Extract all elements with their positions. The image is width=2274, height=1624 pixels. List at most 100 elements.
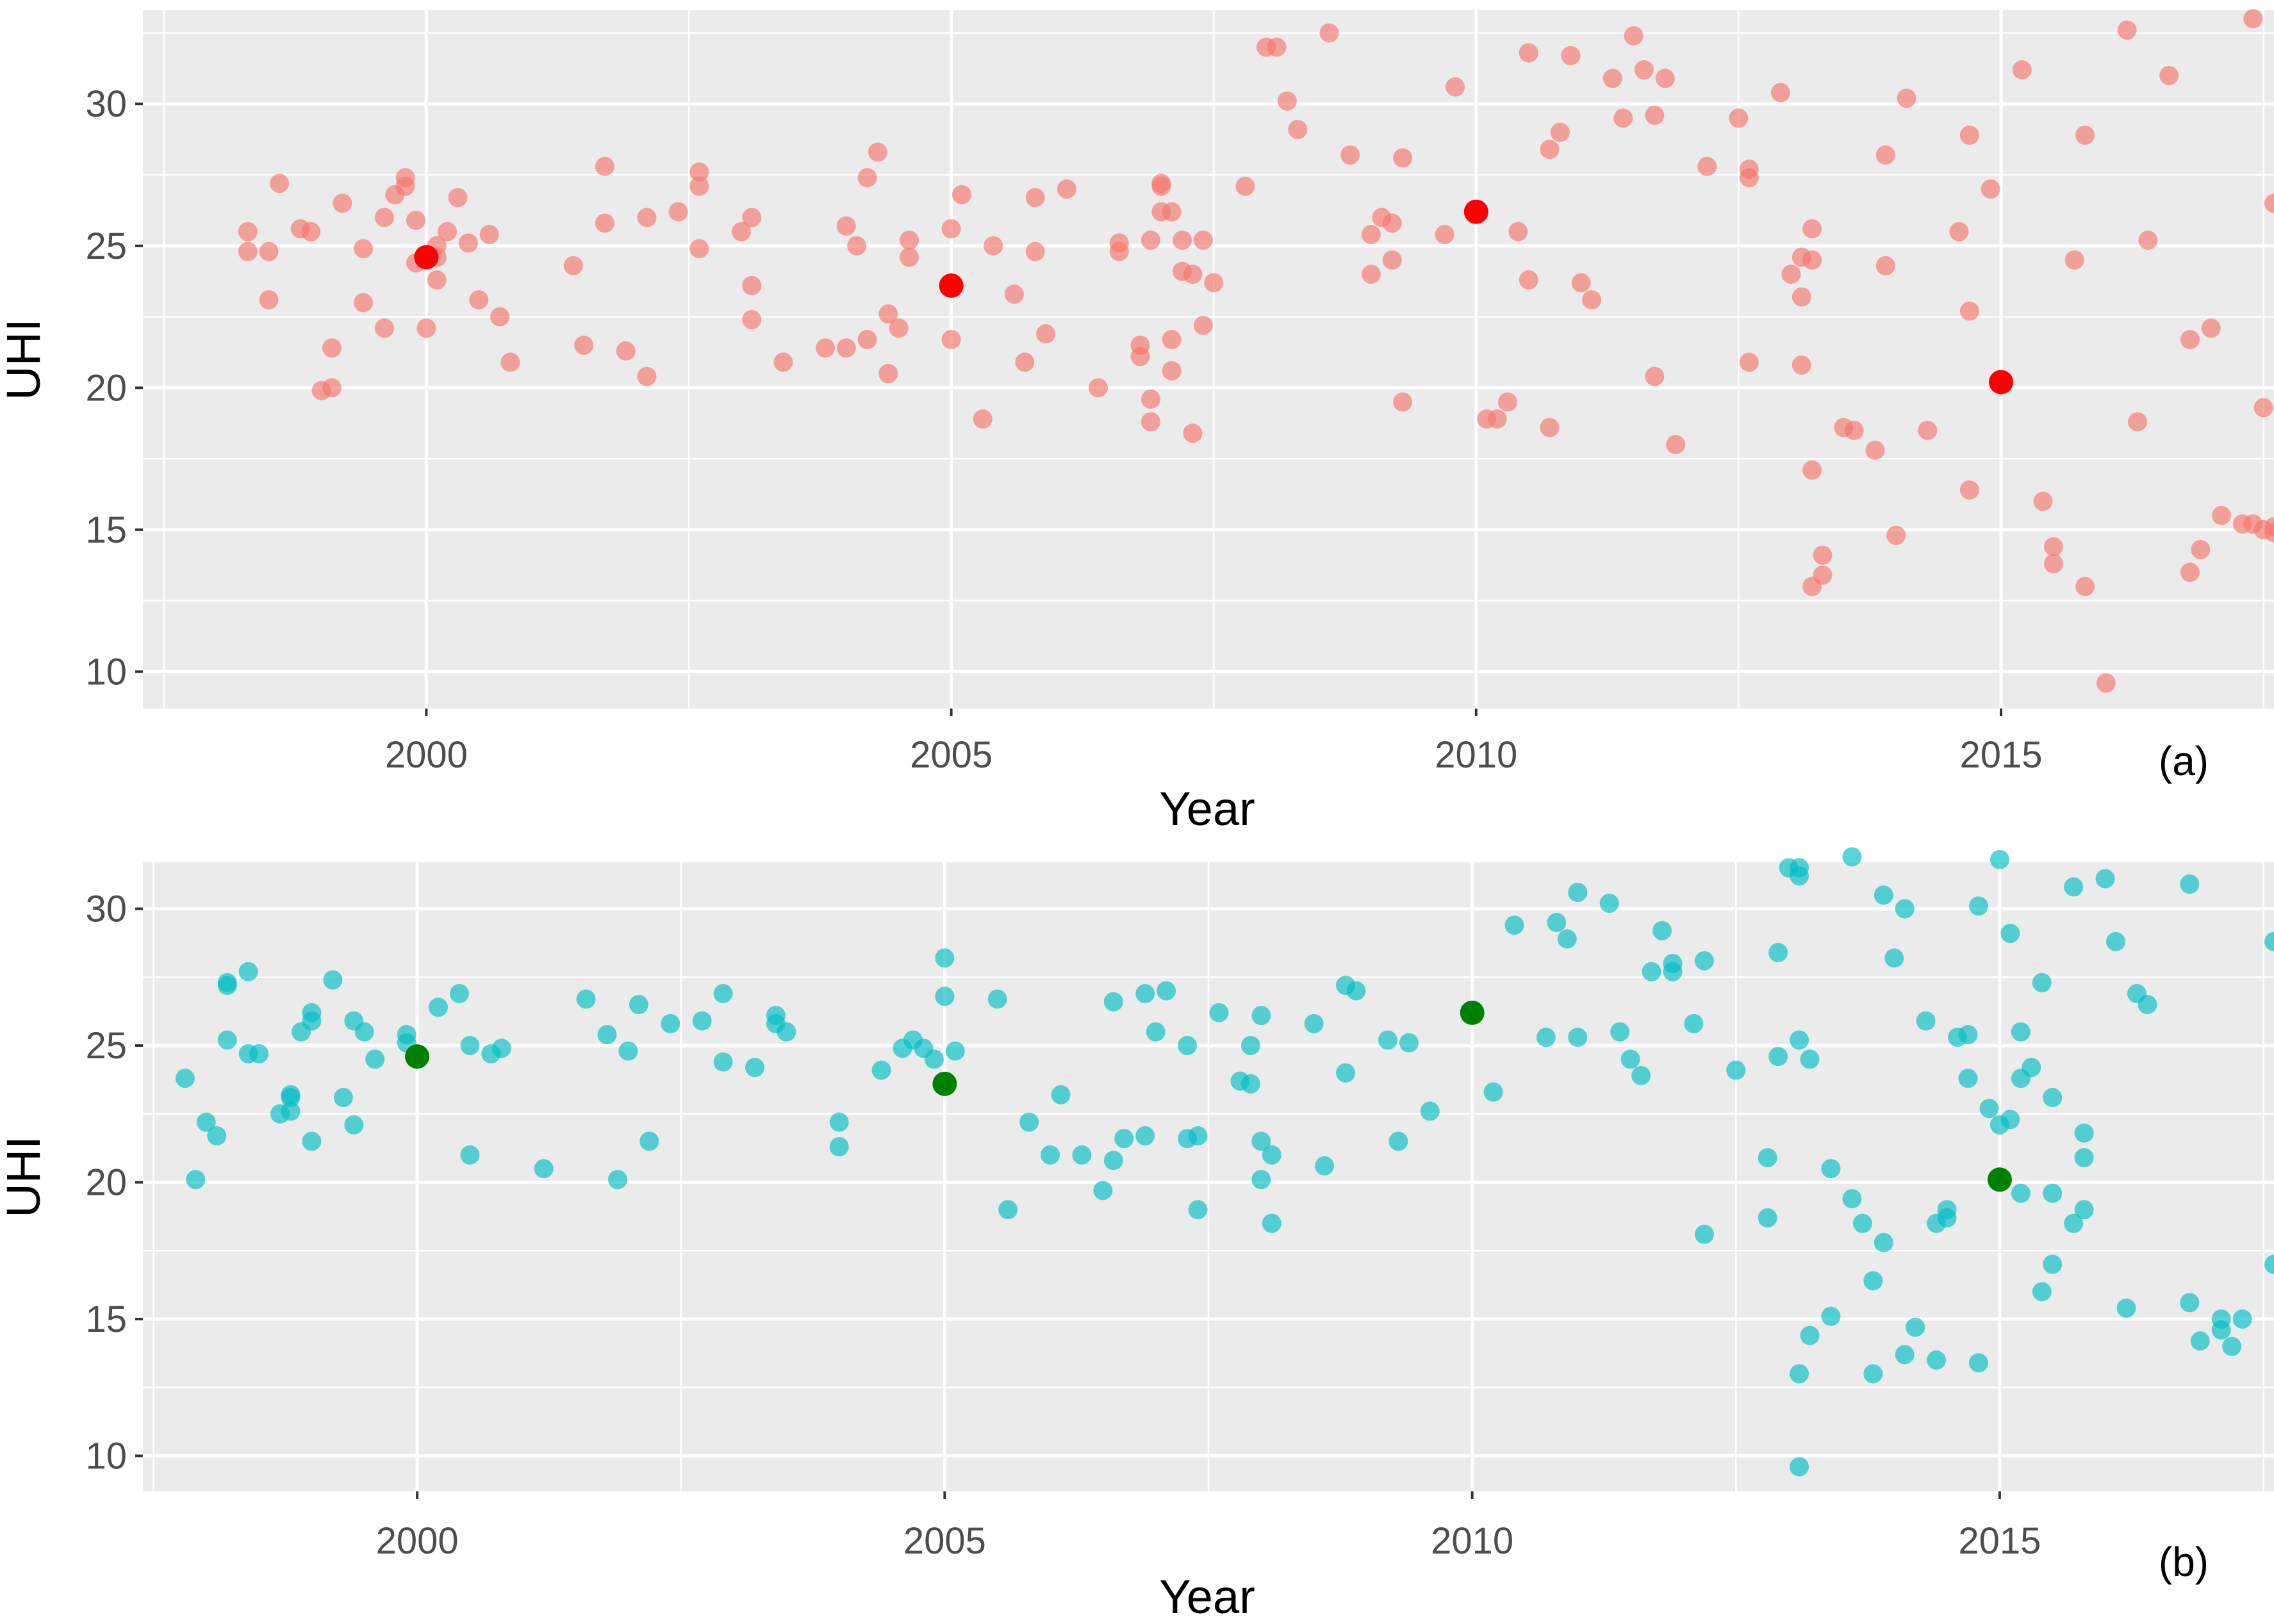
x-tick-label: 2005: [903, 1520, 986, 1562]
data-point: [1768, 1047, 1788, 1067]
data-point: [2222, 1336, 2242, 1356]
data-point: [1802, 219, 1822, 239]
data-point: [1768, 942, 1788, 962]
data-point: [1697, 156, 1717, 176]
data-point: [2064, 877, 2084, 897]
data-point: [1497, 392, 1517, 412]
data-point: [1557, 929, 1577, 949]
data-point: [302, 1011, 322, 1031]
data-point: [2075, 125, 2095, 145]
data-point: [692, 1011, 712, 1031]
data-point: [878, 304, 898, 324]
mean-point: [1463, 199, 1488, 224]
data-point: [1642, 962, 1661, 981]
data-point: [900, 230, 919, 250]
data-point: [1571, 273, 1591, 293]
panel-b-scatter: 10 15 20 25 30 2000 2005 2010 2015 Year UHI (b): [0, 847, 2274, 1623]
data-point: [1790, 1364, 1809, 1384]
data-point: [301, 222, 321, 242]
data-point: [1684, 1013, 1704, 1033]
data-point: [534, 1159, 554, 1179]
data-point: [637, 366, 657, 386]
data-point: [2064, 1213, 2084, 1233]
x-tick-label: 2015: [1959, 734, 2042, 776]
data-point: [815, 338, 835, 358]
data-point: [2043, 537, 2063, 557]
data-point: [998, 1200, 1018, 1220]
data-point: [2095, 869, 2115, 889]
data-point: [1183, 265, 1203, 284]
data-point: [1603, 69, 1622, 88]
x-tick-label: 2010: [1431, 1520, 1513, 1562]
data-point: [1399, 1033, 1419, 1053]
data-point: [713, 983, 733, 1003]
data-point: [2264, 1254, 2274, 1274]
data-point: [1802, 250, 1822, 270]
panel-a-x-axis-title: Year: [1159, 782, 1255, 835]
data-point: [281, 1101, 301, 1121]
data-point: [689, 162, 709, 182]
data-point: [1959, 301, 1979, 321]
data-point: [2043, 1254, 2063, 1274]
data-point: [1162, 329, 1182, 349]
data-point: [238, 242, 258, 261]
data-point: [1536, 1028, 1556, 1047]
data-point: [2190, 1331, 2210, 1351]
data-point: [1620, 1049, 1640, 1069]
data-point: [597, 1024, 617, 1044]
data-point: [1235, 176, 1255, 196]
data-point: [742, 309, 762, 329]
y-tick-label: 20: [85, 367, 127, 409]
data-point: [2191, 539, 2211, 559]
data-point: [490, 307, 510, 327]
panel-a-scatter: 10 15 20 25 30 2000 2005 2010 2015 Year UHI (a): [0, 9, 2274, 835]
data-point: [1319, 23, 1339, 43]
data-point: [2180, 329, 2200, 349]
data-point: [186, 1170, 206, 1190]
data-point: [1051, 1085, 1071, 1104]
data-point: [1446, 77, 1465, 97]
data-point: [1666, 434, 1686, 454]
data-point: [847, 236, 867, 256]
data-point: [2074, 1148, 2094, 1168]
data-point: [1193, 230, 1213, 250]
data-point: [1895, 899, 1915, 919]
data-point: [2138, 230, 2158, 250]
data-point: [2138, 995, 2157, 1015]
data-point: [1103, 992, 1123, 1012]
y-tick-label: 20: [85, 1162, 127, 1204]
data-point: [302, 1131, 322, 1151]
data-point: [1568, 882, 1588, 902]
data-point: [2116, 1298, 2136, 1318]
data-point: [1157, 981, 1176, 1001]
data-point: [1979, 1099, 1999, 1119]
data-point: [238, 962, 258, 981]
data-point: [1519, 270, 1538, 290]
panel-a-x-axis: 2000 2005 2010 2015: [385, 709, 2043, 776]
panel-b-x-axis: 2000 2005 2010 2015: [376, 1491, 2041, 1562]
data-point: [1130, 347, 1150, 366]
data-point: [1800, 1049, 1820, 1069]
data-point: [984, 236, 1003, 256]
data-point: [857, 329, 877, 349]
data-point: [1958, 1024, 1978, 1044]
data-point: [2012, 60, 2032, 80]
x-tick-label: 2015: [1958, 1520, 2041, 1562]
data-point: [2000, 1110, 2020, 1129]
data-point: [460, 1145, 480, 1165]
data-point: [1863, 1364, 1883, 1384]
data-point: [2264, 517, 2274, 537]
data-point: [1251, 1006, 1271, 1026]
data-point: [438, 222, 457, 242]
panel-b-y-axis-title: UHI: [0, 1136, 50, 1217]
data-point: [1927, 1350, 1947, 1370]
data-point: [416, 318, 436, 338]
y-tick-label: 25: [85, 1025, 127, 1067]
data-point: [1393, 148, 1413, 168]
data-point: [629, 995, 648, 1015]
data-point: [1726, 1060, 1746, 1080]
data-point: [238, 222, 258, 242]
data-point: [1483, 1082, 1503, 1102]
data-point: [1262, 1145, 1281, 1165]
